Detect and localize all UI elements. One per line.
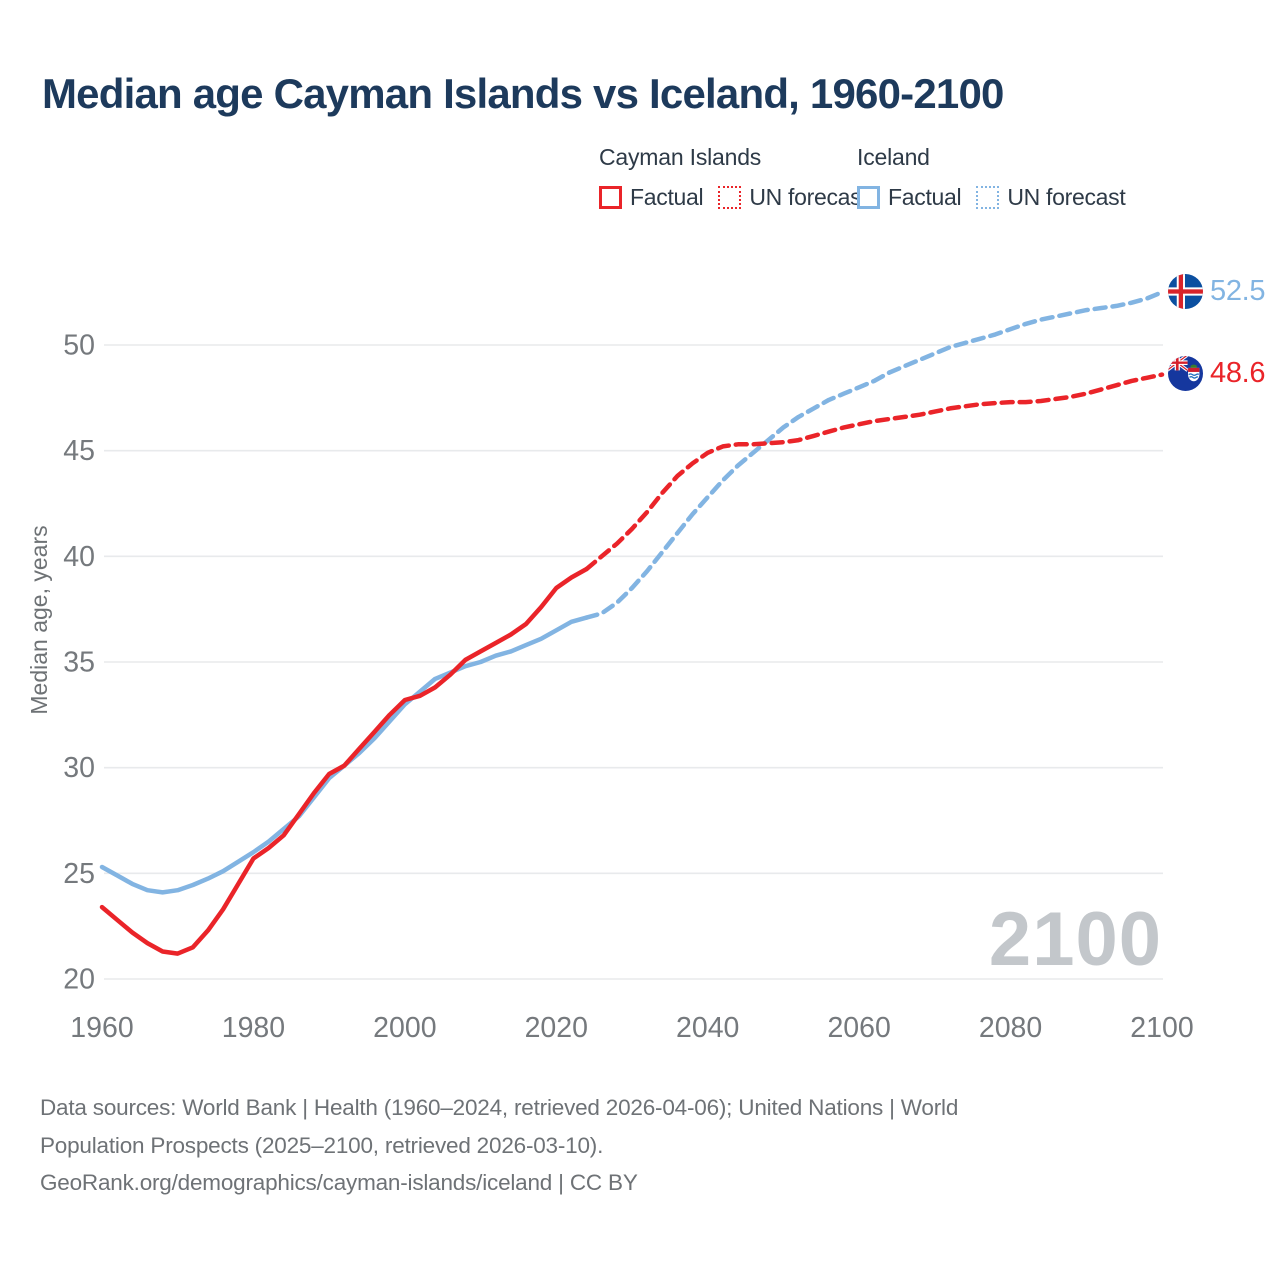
legend-row: Factual UN forecast [599, 184, 882, 211]
cayman-forecast-swatch [718, 186, 742, 209]
cayman-islands-factual-line [99, 566, 589, 956]
legend-group-cayman-islands: Cayman Islands Factual UN forecast [599, 144, 882, 211]
y-tick-label: 25 [63, 858, 95, 890]
legend-item-label: Factual [630, 184, 704, 210]
y-tick-label: 45 [63, 435, 95, 467]
legend-group-name: Iceland [857, 144, 930, 170]
x-tick-label: 2000 [373, 1012, 436, 1044]
y-tick-label: 35 [63, 647, 95, 679]
x-tick-label: 1960 [70, 1012, 133, 1044]
footer-source-line-1: Data sources: World Bank | Health (1960–… [40, 1095, 959, 1120]
iceland-forecast-swatch [976, 186, 1000, 209]
x-tick-label: 2100 [1130, 1012, 1193, 1044]
x-tick-label: 2060 [827, 1012, 890, 1044]
cayman-end-label: 48.6 [1168, 356, 1266, 391]
x-tick-label: 2020 [525, 1012, 588, 1044]
y-tick-label: 50 [63, 330, 95, 362]
legend-item-label: UN forecast [749, 184, 868, 210]
footer-source-line-2: Population Prospects (2025–2100, retriev… [40, 1132, 604, 1158]
iceland-factual-swatch [857, 186, 880, 209]
y-tick-label: 40 [63, 541, 95, 573]
legend-row: Factual UN forecast [857, 184, 1140, 211]
cayman-end-value: 48.6 [1210, 357, 1266, 389]
iceland-flag-icon [1168, 274, 1203, 309]
cayman-islands-flag-icon [1168, 356, 1203, 391]
footer: Data sources: World Bank | Health (1960–… [40, 1089, 958, 1202]
x-tick-label: 2080 [979, 1012, 1042, 1044]
iceland-un-forecast-line [584, 289, 1165, 620]
iceland-factual-line [99, 615, 589, 895]
footer-credit-line: GeoRank.org/demographics/cayman-islands/… [40, 1170, 638, 1195]
legend-group-iceland: Iceland Factual UN forecast [857, 144, 1140, 211]
y-tick-label: 20 [63, 964, 95, 996]
cayman-factual-swatch [599, 186, 622, 209]
y-axis-title: Median age, years [26, 525, 52, 714]
y-tick-label: 30 [63, 752, 95, 784]
legend-group-name: Cayman Islands [599, 144, 762, 170]
iceland-end-label: 52.5 [1168, 274, 1266, 309]
x-tick-label: 1980 [222, 1012, 285, 1044]
page-title: Median age Cayman Islands vs Iceland, 19… [42, 70, 1004, 117]
legend-item-label: Factual [888, 184, 962, 210]
x-tick-label: 2040 [676, 1012, 739, 1044]
cayman-islands-un-forecast-line [584, 372, 1165, 572]
iceland-end-value: 52.5 [1210, 275, 1266, 307]
legend-item-label: UN forecast [1007, 184, 1126, 210]
watermark-year: 2100 [988, 897, 1162, 982]
